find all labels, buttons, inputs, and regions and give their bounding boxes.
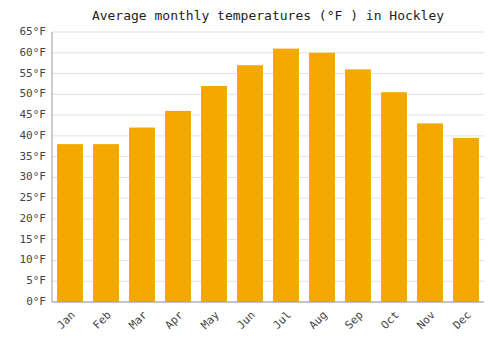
y-tick-label: 60°F [20,46,47,59]
y-axis [52,32,53,302]
bar [453,138,479,302]
bar [417,123,443,302]
x-tick-label: Nov [415,308,439,332]
y-tick-label: 0°F [26,295,46,308]
grid [52,32,484,302]
y-tick-label: 25°F [20,191,47,204]
y-tick-label: 50°F [20,87,47,100]
y-tick-label: 5°F [26,274,46,287]
y-tick-label: 10°F [20,253,47,266]
x-tick-label: Sep [343,309,366,332]
grid-line [52,115,484,116]
bar [273,49,299,302]
bar [309,53,335,302]
grid-line [52,52,484,53]
bar [381,92,407,302]
bar [237,65,263,302]
bar [57,144,83,302]
x-tick-label: Oct [379,309,402,332]
y-tick-label: 30°F [20,170,47,183]
x-tick-label: Apr [163,308,187,332]
bar [345,69,371,302]
x-tick-label: Feb [91,309,114,332]
y-tick-label: 35°F [20,150,47,163]
bar [93,144,119,302]
bar [129,128,155,302]
x-tick-label: Dec [451,309,474,332]
y-tick-label: 55°F [20,67,47,80]
x-tick-label: Mar [127,308,151,332]
x-tick-label: Jul [271,309,294,332]
x-tick-label: Jan [55,309,78,332]
x-tick-label: May [199,308,223,332]
y-tick-label: 40°F [20,129,47,142]
bar [201,86,227,302]
y-tick-label: 45°F [20,108,47,121]
y-tick-label: 15°F [20,233,47,246]
grid-line [52,73,484,74]
y-tick-label: 20°F [20,212,47,225]
x-tick-label: Aug [307,309,330,332]
grid-line [52,302,484,303]
grid-line [52,32,484,33]
grid-line [52,94,484,95]
title: Average monthly temperatures (°F ) in Ho… [92,8,444,23]
chart: 0°F 5°F 10°F 15°F 20°F 25°F 30°F 35°F 40°F 45°F 50… [0,0,500,350]
x-axis [52,302,484,303]
x-tick-label: Jun [235,309,258,332]
bar [165,111,191,302]
bars [57,49,479,302]
y-tick-label: 65°F [20,25,47,38]
